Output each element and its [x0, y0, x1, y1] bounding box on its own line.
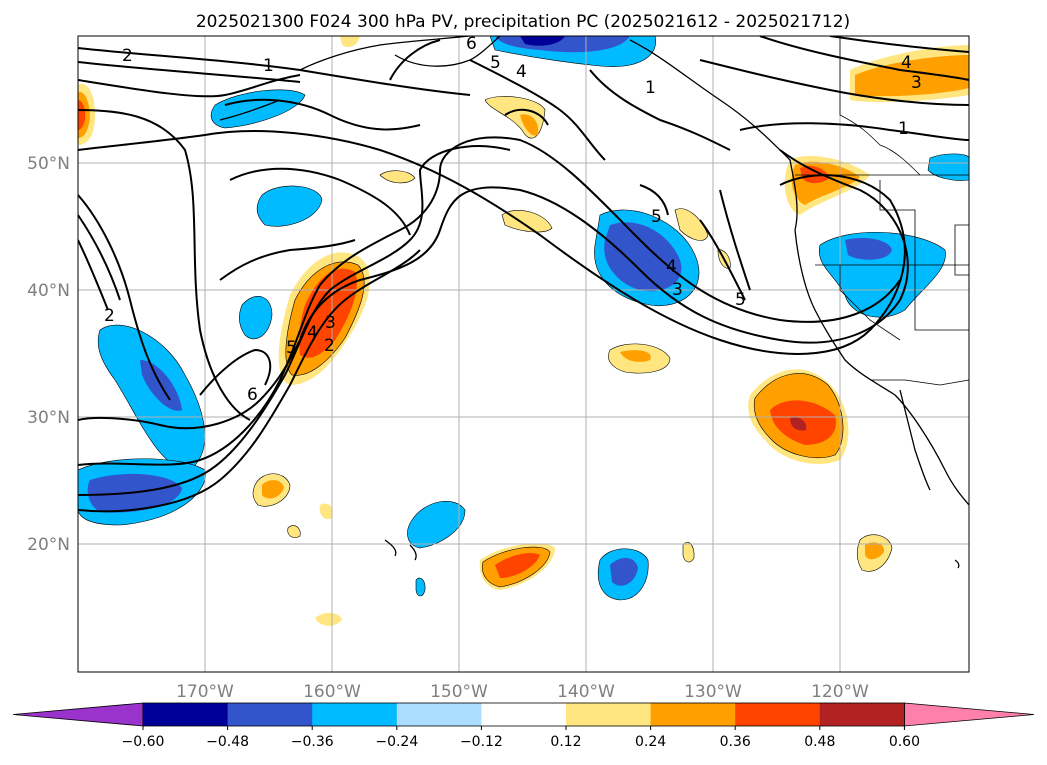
colorbar-tick-label: −0.24: [375, 734, 418, 750]
contour-label: 3: [672, 280, 683, 300]
colorbar: −0.60 −0.48 −0.36 −0.24 −0.12 0.12 0.24 0.36 0.4…: [12, 702, 1035, 750]
graticule: [78, 36, 969, 672]
precip-orange-region: [855, 55, 969, 97]
precip-blue-region: [407, 501, 466, 549]
lat-label: 30°N: [27, 408, 70, 428]
colorbar-tick-label: −0.12: [460, 734, 503, 750]
colorbar-tick-label: 0.48: [804, 734, 835, 750]
contour-label: 5: [490, 53, 501, 73]
colorbar-tick-label: −0.36: [291, 734, 334, 750]
precip-yellow-region: [287, 525, 301, 538]
contour-label: 5: [735, 290, 746, 310]
colorbar-tick-label: 0.12: [550, 734, 581, 750]
lat-label: 50°N: [27, 154, 70, 174]
longitude-labels: 170°W 160°W 150°W 140°W 130°W 120°W: [176, 682, 869, 702]
precip-orange-region: [620, 350, 651, 362]
precip-dark-red-region: [790, 417, 807, 431]
precip-yellow-region: [315, 612, 342, 626]
colorbar-tick-label: 0.36: [720, 734, 751, 750]
latitude-labels: 50°N 40°N 30°N 20°N: [27, 154, 70, 555]
lon-label: 170°W: [176, 682, 234, 702]
contour-label: 4: [901, 53, 912, 73]
colorbar-tick-label: −0.48: [206, 734, 249, 750]
lon-label: 150°W: [430, 682, 488, 702]
lat-label: 20°N: [27, 535, 70, 555]
precip-yellow-region: [379, 170, 416, 184]
contour-label: 2: [324, 336, 335, 356]
precip-red-region: [299, 268, 357, 358]
precip-red-region: [495, 553, 540, 578]
precip-blue-region: [415, 577, 426, 597]
precip-yellow-region: [340, 36, 360, 47]
precip-yellow-region: [674, 208, 709, 241]
colorbar-segment: [819, 703, 905, 726]
colorbar-segment: [481, 703, 567, 726]
precip-dark-blue-region: [604, 222, 682, 292]
map-frame: [77, 35, 970, 673]
contour-label: 3: [325, 313, 336, 333]
contour-label: 2: [122, 46, 133, 66]
contour-label: 6: [466, 34, 477, 54]
contour-label: 2: [104, 306, 115, 326]
lat-label: 40°N: [27, 281, 70, 301]
lon-label: 120°W: [811, 682, 869, 702]
colorbar-tick-label: 0.60: [889, 734, 920, 750]
contour-labels: 2 1 6 5 4 1 4 3 1 5 4 3 5 2 6 5 4 3 2: [104, 34, 922, 405]
colorbar-tick-label: 0.24: [635, 734, 666, 750]
precip-blue-region: [927, 153, 969, 181]
colorbar-border: [142, 702, 905, 727]
contour-label: 5: [651, 207, 662, 227]
colorbar-segment: [735, 703, 821, 726]
precip-yellow-region: [319, 503, 333, 520]
colorbar-segment: [227, 703, 313, 726]
contour-label: 4: [307, 323, 318, 343]
precip-yellow-region: [501, 210, 553, 233]
coastlines: [219, 36, 969, 569]
map-area: 2 1 6 5 4 1 4 3 1 5 4 3 5 2 6 5 4 3 2: [78, 34, 969, 672]
precip-dark-blue-region: [610, 557, 638, 586]
colorbar-segment: [650, 703, 736, 726]
contour-label: 3: [911, 73, 922, 93]
contour-label: 4: [516, 62, 527, 82]
pv-contours: [78, 36, 969, 513]
lon-label: 140°W: [557, 682, 615, 702]
precip-blue-region: [256, 185, 323, 227]
contour-label: 6: [247, 385, 258, 405]
colorbar-segment: [566, 703, 652, 726]
colorbar-extend-high: [904, 702, 1035, 727]
contour-label: 5: [286, 338, 297, 358]
lon-label: 130°W: [684, 682, 742, 702]
contour-label: 4: [666, 257, 677, 277]
lon-label: 160°W: [303, 682, 361, 702]
map-title: 2025021300 F024 300 hPa PV, precipitatio…: [196, 12, 850, 32]
colorbar-segment: [396, 703, 482, 726]
colorbar-segment: [143, 703, 229, 726]
contour-label: 1: [263, 56, 274, 76]
precip-dark-blue-region: [845, 238, 892, 260]
precip-yellow-region: [682, 541, 695, 563]
political-borders: [795, 36, 969, 386]
precip-blue-region: [239, 296, 273, 340]
colorbar-tick-label: −0.60: [122, 734, 165, 750]
precip-dark-blue-region: [87, 473, 182, 513]
colorbar-segment: [312, 703, 398, 726]
precip-red-region: [78, 100, 86, 130]
contour-label: 1: [645, 78, 656, 98]
colorbar-extend-low: [12, 702, 144, 727]
contour-label: 1: [898, 119, 909, 139]
